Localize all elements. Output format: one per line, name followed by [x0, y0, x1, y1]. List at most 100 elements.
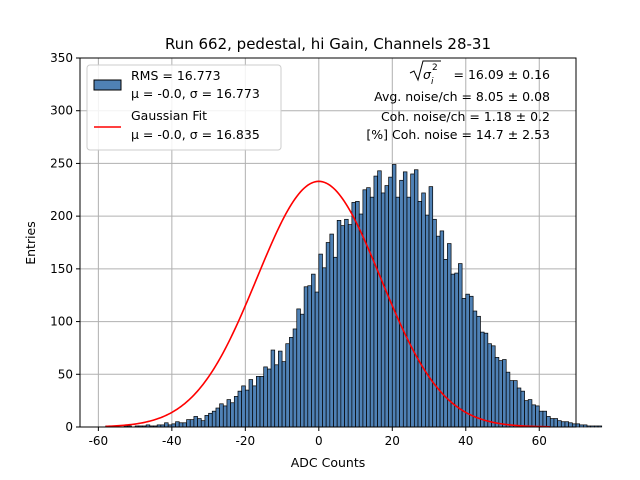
histogram-bar — [594, 425, 599, 428]
histogram-bar — [436, 235, 441, 428]
annotation-coh-noise: Coh. noise/ch = 1.18 ± 0.2 — [381, 109, 550, 124]
histogram-bar — [344, 218, 349, 428]
histogram-bar — [267, 368, 272, 428]
x-tick-label: 60 — [532, 434, 547, 448]
y-tick-label: 0 — [65, 420, 73, 434]
sigma-subscript: i — [431, 77, 434, 87]
annotation-sigma-total: σ i 2 = 16.09 ± 0.16 — [409, 60, 550, 87]
histogram-bar — [439, 230, 445, 428]
legend-label-fit: Gaussian Fit — [131, 108, 207, 123]
histogram-bar — [502, 359, 507, 428]
y-tick-label: 250 — [50, 156, 73, 170]
histogram-bar — [535, 405, 540, 428]
histogram-bar — [579, 424, 584, 428]
plot-frame — [79, 57, 577, 428]
histogram-bar — [200, 420, 206, 428]
histogram-bar — [513, 380, 518, 428]
chart-title: Run 662, pedestal, hi Gain, Channels 28-… — [165, 35, 491, 53]
histogram-bar — [483, 332, 489, 428]
histogram-bar — [175, 421, 180, 428]
annotation-avg-noise: Avg. noise/ch = 8.05 ± 0.08 — [374, 89, 550, 104]
legend-label-rms: RMS = 16.773 — [131, 68, 221, 83]
sqrt-symbol — [409, 60, 441, 82]
histogram-bar — [219, 403, 224, 428]
histogram-bar — [340, 225, 345, 428]
histogram-bar — [252, 385, 257, 428]
noise-annotations: σ i 2 = 16.09 ± 0.16 Avg. noise/ch = 8.0… — [366, 60, 550, 142]
histogram-bar — [454, 272, 459, 428]
histogram-bar — [575, 423, 581, 428]
histogram-bar — [509, 380, 514, 428]
histogram-bar — [402, 171, 408, 428]
histogram-bar — [417, 201, 423, 428]
histogram-bar — [421, 192, 426, 428]
x-tick-label: 20 — [385, 434, 400, 448]
sigma-symbol: σ — [423, 67, 432, 82]
histogram-bar — [432, 218, 437, 428]
histogram-bar — [494, 357, 500, 428]
histogram-bar — [322, 267, 327, 428]
histogram-bar — [351, 202, 356, 428]
histogram-bar — [325, 242, 331, 428]
x-axis-label: ADC Counts — [291, 455, 366, 470]
histogram-bar — [384, 185, 389, 428]
histogram-bar — [465, 293, 470, 428]
histogram-bar — [520, 390, 525, 428]
histogram-bar — [476, 315, 481, 428]
histogram-bar — [289, 337, 294, 428]
histogram-bar — [582, 424, 588, 428]
histogram-bar — [182, 422, 187, 428]
histogram-bar — [244, 389, 250, 428]
histogram-bar — [318, 253, 323, 428]
histogram-bar — [259, 376, 265, 428]
gaussian-fit-line — [105, 180, 551, 428]
legend-swatch-rms — [93, 79, 122, 91]
histogram-bar — [233, 396, 239, 428]
histogram-bar — [292, 328, 298, 428]
histogram-bar — [237, 390, 243, 428]
legend-label-fit-params: μ = -0.0, σ = 16.835 — [131, 127, 260, 142]
histogram-bar — [186, 419, 191, 428]
histogram-bar — [524, 400, 529, 428]
y-tick-label: 350 — [50, 51, 73, 65]
legend-box — [86, 64, 282, 151]
x-axis-ticks: -60 -40 -20 0 20 40 60 — [89, 427, 547, 448]
histogram-bar — [197, 418, 202, 428]
histogram-bar — [226, 399, 231, 428]
histogram-bar — [355, 201, 360, 428]
histogram-bar — [366, 187, 371, 428]
histogram-bar — [472, 310, 478, 428]
histogram-bar — [505, 371, 511, 428]
histogram-bar — [373, 175, 378, 428]
histogram-bar — [208, 412, 213, 428]
annotation-coh-noise-pct: [%] Coh. noise = 14.7 ± 2.53 — [366, 127, 550, 142]
histogram-bar — [498, 360, 503, 428]
histogram-bar — [557, 420, 562, 428]
histogram-bar — [377, 170, 382, 428]
histogram-bar — [461, 298, 467, 428]
histogram-bar — [296, 308, 301, 428]
histogram-bar — [311, 273, 316, 428]
histogram-bar — [399, 179, 404, 428]
histogram-bar — [256, 376, 261, 428]
histogram-bar — [391, 164, 397, 428]
histogram-bar — [458, 263, 463, 428]
histogram-bar — [281, 361, 287, 428]
y-axis-ticks: 0 50 100 150 200 250 300 350 — [50, 51, 80, 434]
histogram-bar — [538, 410, 544, 428]
histogram-bar — [204, 415, 209, 428]
histogram-bar — [230, 402, 235, 428]
histogram-bar — [211, 410, 217, 428]
histogram-bar — [560, 421, 566, 428]
x-tick-label: -60 — [89, 434, 109, 448]
histogram-bar — [329, 233, 334, 428]
histogram-bar — [443, 259, 448, 428]
histogram-bar — [241, 385, 246, 428]
histogram-bar — [491, 345, 496, 428]
histogram-bar — [248, 379, 254, 428]
y-tick-label: 200 — [50, 209, 73, 223]
histogram-bar — [189, 419, 195, 428]
histogram-bar — [428, 186, 434, 428]
histogram-bar — [193, 416, 198, 428]
histogram-bar — [586, 425, 592, 428]
